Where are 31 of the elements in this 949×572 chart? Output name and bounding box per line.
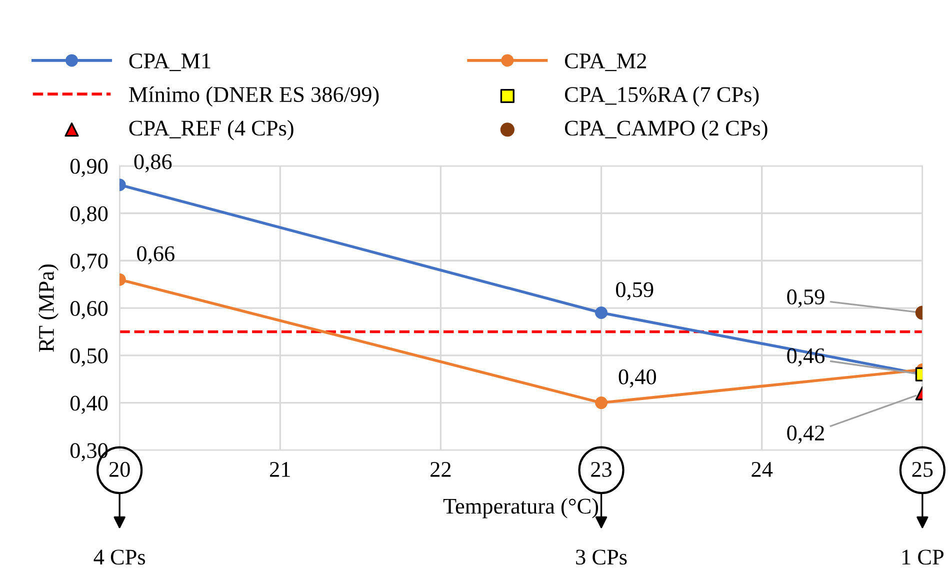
x-tick-label: 20 [109, 462, 130, 477]
y-tick-label: 0,80 [70, 206, 108, 224]
y-tick-label: 0,40 [70, 396, 108, 414]
x-tick-label: 21 [270, 462, 290, 477]
x-tick-label: 25 [912, 462, 933, 477]
y-tick-label: 0,90 [70, 158, 108, 178]
x-tick-label: 24 [752, 462, 773, 477]
y-tick-label: 0,60 [70, 300, 108, 320]
data-label: 0,86 [134, 154, 172, 172]
text: 4 CPs [94, 550, 146, 565]
data-label: 0,66 [137, 246, 174, 264]
x-tick-label: 23 [591, 462, 612, 477]
y-tick-label: 0,50 [70, 348, 108, 367]
text: 1 CP [902, 550, 944, 565]
x-axis-title: Temperatura (°C) [443, 498, 598, 518]
data-label: 0,42 [787, 426, 824, 444]
y-axis-title: RT (MPa) [38, 264, 58, 352]
legend-label: CPA_CAMPO (2 CPs) [565, 120, 768, 140]
data-label: 0,59 [616, 282, 654, 300]
legend-label: CPA_M2 [565, 54, 646, 72]
y-tick-label: 0,30 [70, 443, 108, 462]
legend-label: CPA_REF (4 CPs) [129, 120, 294, 140]
legend-label: CPA_M1 [129, 54, 210, 72]
data-label: 0,40 [618, 369, 656, 388]
y-tick-label: 0,70 [70, 254, 108, 272]
data-label: 0,59 [787, 289, 824, 308]
x-tick-label: 22 [430, 462, 451, 477]
text: 3 CPs [576, 550, 627, 565]
legend-label: Mínimo (DNER ES 386/99) [129, 86, 379, 107]
legend-label: CPA_15%RA (7 CPs) [565, 86, 759, 107]
data-label: 0,46 [787, 348, 825, 366]
